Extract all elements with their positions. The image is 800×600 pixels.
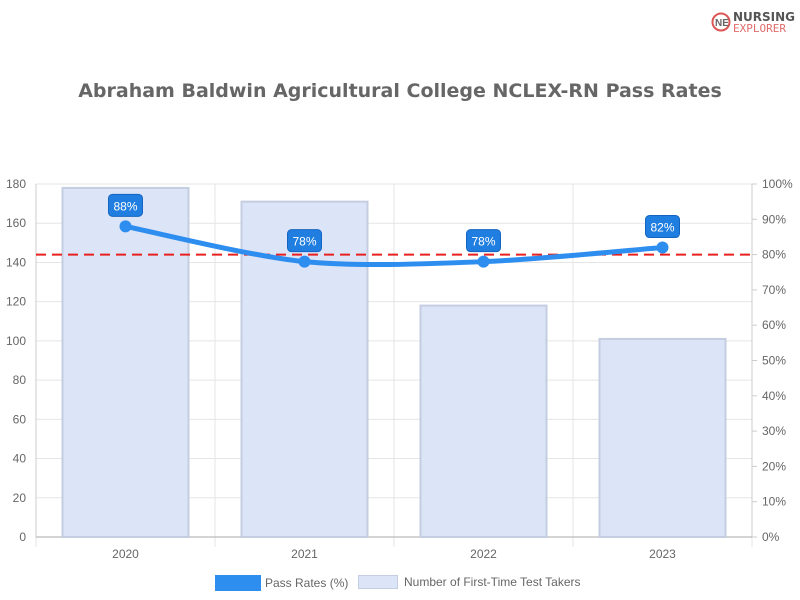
- legend-swatch: [358, 575, 398, 589]
- y-right-tick-label: 90%: [762, 212, 786, 226]
- y-left-tick-label: 160: [6, 216, 26, 230]
- x-tick-label: 2021: [291, 547, 318, 561]
- y-right-tick-label: 10%: [762, 495, 786, 509]
- legend-item-test-takers[interactable]: Number of First-Time Test Takers: [358, 575, 580, 589]
- chart-title: Abraham Baldwin Agricultural College NCL…: [78, 80, 722, 102]
- y-left-tick-label: 40: [13, 452, 27, 466]
- data-label: 78%: [471, 235, 495, 249]
- y-right-tick-label: 40%: [762, 389, 786, 403]
- data-label: 88%: [113, 199, 137, 213]
- data-label-box: [108, 193, 143, 217]
- y-left-tick-label: 20: [13, 491, 27, 505]
- svg-text:EXPLORER: EXPLORER: [733, 22, 786, 35]
- bar-2023: [598, 337, 727, 538]
- x-tick-label: 2020: [112, 547, 139, 561]
- legend-swatch: [215, 575, 261, 591]
- y-left-tick-label: 0: [19, 530, 26, 544]
- legend-label: Pass Rates (%): [265, 576, 349, 590]
- y-left-tick-label: 100: [6, 334, 26, 348]
- y-right-tick-label: 0%: [762, 530, 780, 544]
- svg-text:NURSING: NURSING: [733, 10, 795, 24]
- y-right-tick-label: 30%: [762, 424, 786, 438]
- data-label-box: [645, 215, 680, 239]
- data-label-box: [287, 229, 322, 253]
- pass-rate-line: [125, 223, 663, 268]
- svg-text:NE: NE: [715, 18, 729, 29]
- data-label: 78%: [292, 235, 316, 249]
- y-right-tick-label: 50%: [762, 354, 786, 368]
- nursing-explorer-logo: NE NURSING EXPLORER: [710, 9, 800, 35]
- y-left-tick-label: 140: [6, 255, 26, 269]
- x-tick-label: 2022: [470, 547, 497, 561]
- y-right-tick-label: 70%: [762, 283, 786, 297]
- pass-rate-point: [477, 255, 490, 268]
- y-left-tick-label: 60: [13, 412, 27, 426]
- pass-rate-point: [656, 241, 669, 254]
- y-right-tick-label: 80%: [762, 248, 786, 262]
- y-left-tick-label: 120: [6, 295, 26, 309]
- y-left-tick-label: 80: [13, 373, 27, 387]
- pass-rate-point: [298, 255, 311, 268]
- y-left-tick-label: 180: [6, 177, 26, 191]
- y-right-tick-label: 60%: [762, 318, 786, 332]
- legend-label: Number of First-Time Test Takers: [404, 575, 581, 589]
- bar-2020: [61, 186, 190, 539]
- bar-2022: [419, 304, 548, 539]
- y-right-tick-label: 100%: [762, 177, 793, 191]
- y-right-tick-label: 20%: [762, 459, 786, 473]
- pass-rate-point: [119, 220, 132, 233]
- data-label: 82%: [650, 221, 674, 235]
- data-label-box: [466, 229, 501, 253]
- legend-item-pass-rates[interactable]: Pass Rates (%): [215, 575, 348, 591]
- x-tick-label: 2023: [649, 547, 676, 561]
